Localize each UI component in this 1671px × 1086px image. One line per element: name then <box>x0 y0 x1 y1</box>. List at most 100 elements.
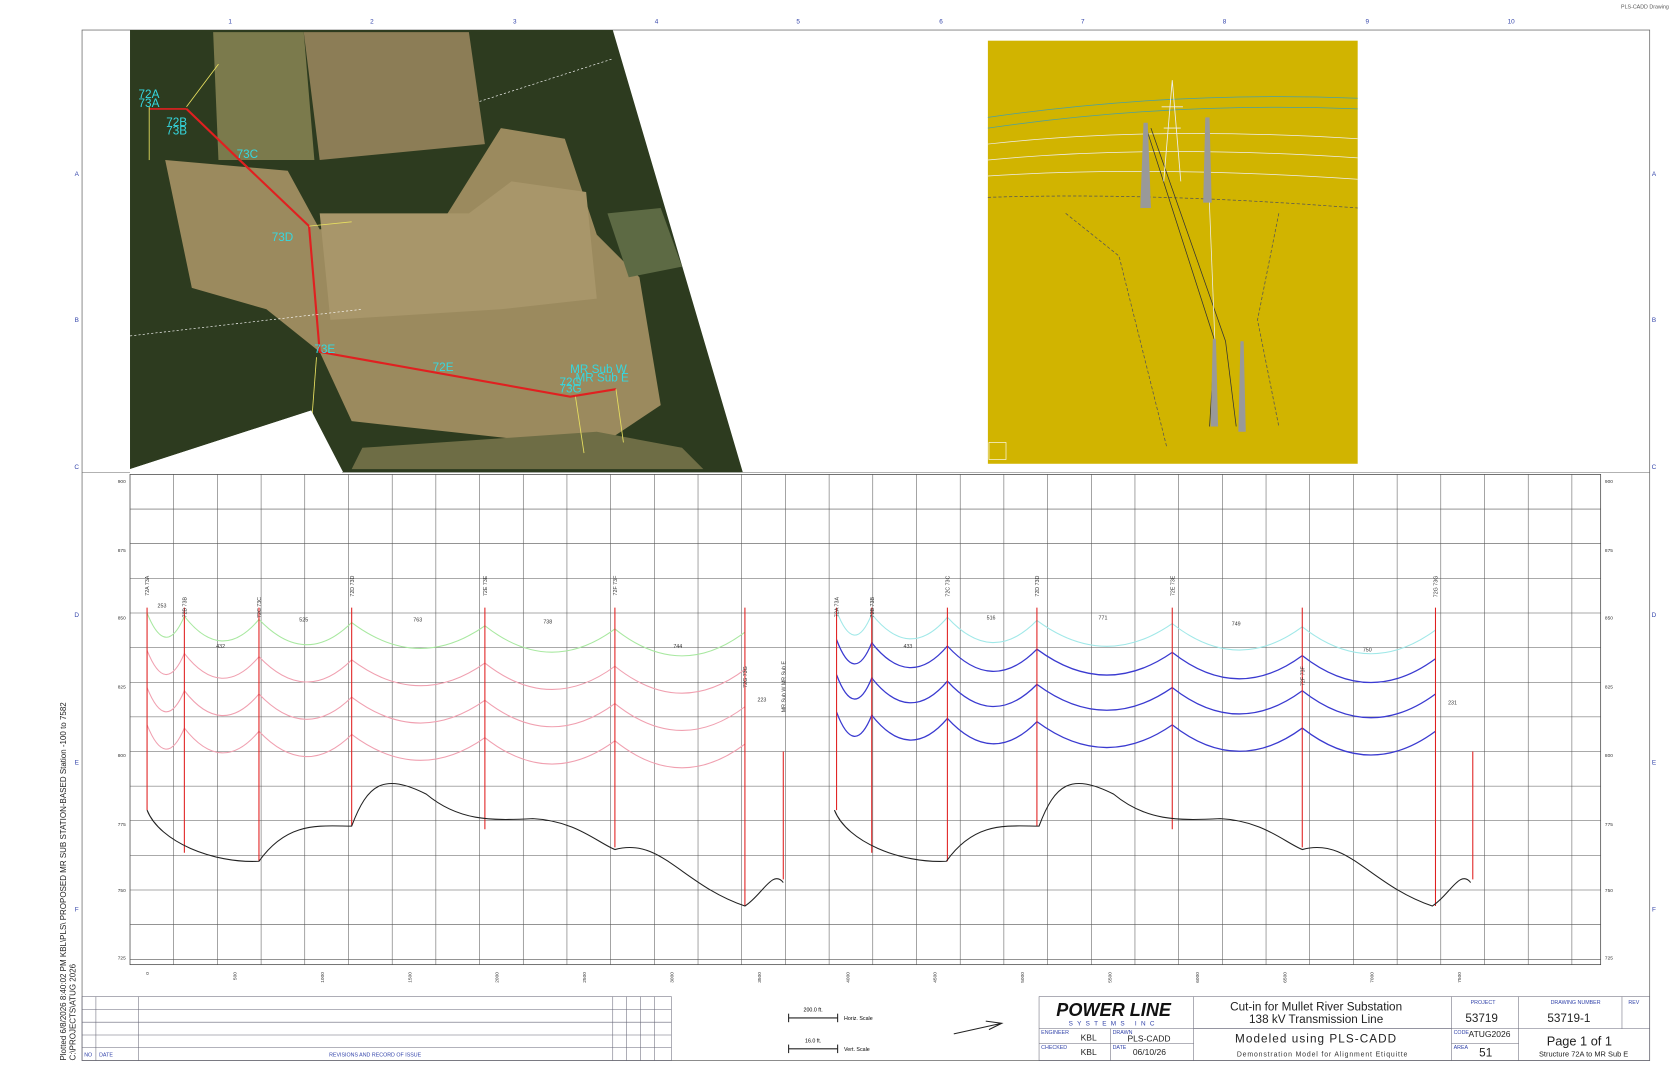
page-number: Page 1 of 1 <box>1547 1034 1612 1049</box>
structure-label: 72F 73F <box>1300 666 1306 687</box>
elevation-label: 750 <box>118 888 126 894</box>
elevation-label: 900 <box>118 479 126 485</box>
station-label: 3000 <box>670 972 676 983</box>
grid-column-label: 2 <box>370 19 374 26</box>
span-label: 223 <box>758 697 767 703</box>
station-label: 5500 <box>1108 972 1114 983</box>
elevation-label: 800 <box>1605 753 1613 759</box>
structure-label: 72E 73E <box>1170 575 1176 596</box>
span-label: 763 <box>413 617 422 623</box>
rev-no: NO <box>84 1052 92 1058</box>
station-label: 0 <box>145 972 151 975</box>
span-label: 432 <box>216 644 225 650</box>
station-label: 6000 <box>1195 972 1201 983</box>
station-label: 1000 <box>320 972 326 983</box>
grid-row-label: C <box>1652 464 1657 471</box>
grid-column-label: 6 <box>939 19 943 26</box>
elevation-label: 825 <box>1605 685 1613 691</box>
tb-value: 06/10/26 <box>1133 1047 1166 1057</box>
span-label: 525 <box>299 617 308 623</box>
map-label: 73G <box>559 382 581 395</box>
grid-row-label: A <box>75 171 80 178</box>
grid-column-label: 4 <box>655 19 659 26</box>
grid-row-label: F <box>1652 906 1656 913</box>
station-label: 500 <box>233 972 239 980</box>
tb-label: ENGINEER <box>1041 1030 1069 1036</box>
span-label: 231 <box>1448 701 1457 707</box>
map-label: 73E <box>314 343 335 356</box>
tb-value: ATUG2026 <box>1469 1029 1511 1039</box>
elevation-label: 850 <box>1605 615 1613 621</box>
span-label: 516 <box>987 615 996 621</box>
rev-date: DATE <box>99 1052 113 1058</box>
span-label: 750 <box>1363 647 1372 653</box>
elevation-label: 775 <box>1605 822 1613 828</box>
structure-label: 72B 73B <box>182 597 188 618</box>
grid-row-label: B <box>75 317 79 324</box>
rev-title: REVISIONS AND RECORD OF ISSUE <box>329 1052 422 1058</box>
elevation-label: 900 <box>1605 479 1613 485</box>
scale-label: 200.0 ft. <box>804 1008 823 1014</box>
station-label: 6500 <box>1282 972 1288 983</box>
tb-value: 53719-1 <box>1547 1012 1590 1025</box>
tb-value: 53719 <box>1465 1012 1498 1025</box>
grid-column-label: 10 <box>1508 19 1516 26</box>
elevation-label: 800 <box>118 753 126 759</box>
structure-label: 72G 73G <box>743 666 749 688</box>
structure-label: 72C 73C <box>946 576 952 597</box>
tb-label: PROJECT <box>1471 1000 1497 1006</box>
span-label: 738 <box>543 620 552 626</box>
elevation-label: 775 <box>118 822 126 828</box>
grid-column-label: 9 <box>1366 19 1370 26</box>
grid-column-label: 5 <box>796 19 800 26</box>
tb-value: KBL <box>1081 1047 1097 1057</box>
structure-label: 72A 73A <box>835 597 841 618</box>
tb-label: CHECKED <box>1041 1045 1067 1051</box>
station-label: 7000 <box>1370 972 1376 983</box>
station-label: 2500 <box>582 972 588 983</box>
grid-row-label: C <box>74 464 79 471</box>
tb-label: REV <box>1628 1000 1639 1006</box>
grid-row-label: D <box>74 612 79 619</box>
structure-label: 72B 73B <box>870 597 876 618</box>
structure-label: 72G 73G <box>1434 576 1440 598</box>
logo-sub: SYSTEMS INC <box>1069 1020 1159 1027</box>
logo: POWER LINE <box>1056 1000 1172 1020</box>
structure-label: MR Sub W MR Sub E <box>781 660 787 712</box>
drawing-title: Cut-in for Mullet River Substation <box>1230 1000 1402 1013</box>
elevation-label: 725 <box>1605 955 1613 961</box>
structure-label: 72D 73D <box>350 576 356 597</box>
structure-label: 72D 73D <box>1035 576 1041 597</box>
elevation-label: 750 <box>1605 888 1613 894</box>
elevation-label: 875 <box>118 548 126 554</box>
drawing-subtitle: Modeled using PLS-CADD <box>1235 1032 1397 1045</box>
tb-label: DATE <box>1113 1045 1127 1051</box>
tb-value: KBL <box>1081 1032 1097 1042</box>
station-label: 4500 <box>933 972 939 983</box>
station-label: 2000 <box>495 972 501 983</box>
tb-value: PLS-CADD <box>1127 1033 1170 1043</box>
station-label: 3500 <box>757 972 763 983</box>
elevation-label: 875 <box>1605 548 1613 554</box>
scale-label: Vert. Scale <box>844 1047 870 1053</box>
view-3d <box>988 41 1358 464</box>
drawing-subtitle: Demonstration Model for Alignment Etiqui… <box>1237 1051 1408 1058</box>
drawing-title: 138 kV Transmission Line <box>1249 1013 1383 1026</box>
grid-row-label: F <box>75 906 79 913</box>
tb-label: AREA <box>1454 1045 1469 1051</box>
structure-range: Structure 72A to MR Sub E <box>1539 1049 1628 1058</box>
scale-label: 16.0 ft. <box>805 1038 821 1044</box>
side-text: C:\PROJECTS\ATUG 2026 <box>69 963 78 1060</box>
map-label: 73A <box>139 97 160 110</box>
station-label: 5000 <box>1020 972 1026 983</box>
station-label: 7500 <box>1457 972 1463 983</box>
grid-row-label: E <box>75 759 79 766</box>
grid-row-label: E <box>1652 759 1656 766</box>
grid-column-label: 3 <box>513 19 517 26</box>
map-label: 73B <box>166 124 187 137</box>
grid-row-label: B <box>1652 317 1656 324</box>
span-label: 771 <box>1099 615 1108 621</box>
drawing: PLS-CADD Drawing <box>0 0 1671 1081</box>
station-label: 1500 <box>407 972 413 983</box>
grid-row-label: D <box>1652 612 1657 619</box>
